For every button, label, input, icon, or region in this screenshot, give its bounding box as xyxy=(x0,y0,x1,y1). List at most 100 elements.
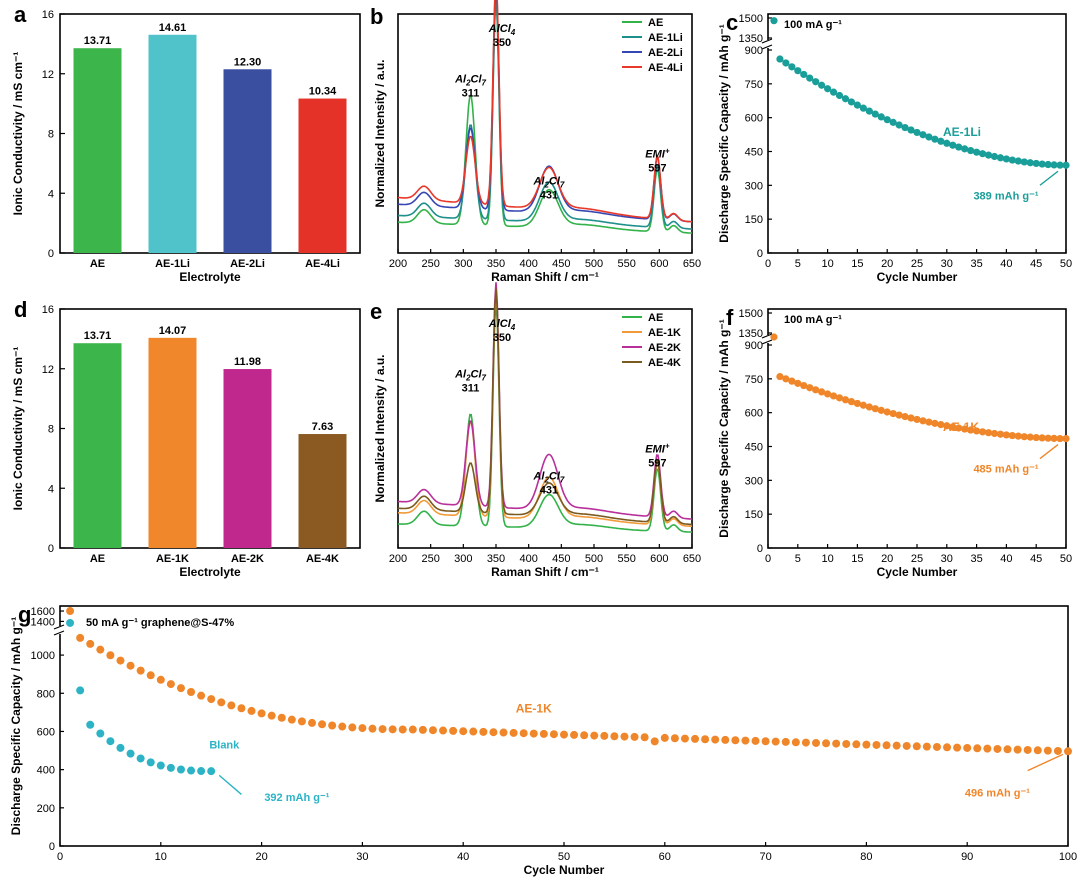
x-tick-label-b: 650 xyxy=(683,258,701,270)
data-point-f xyxy=(1062,435,1070,443)
y-tick-label-c: 600 xyxy=(745,113,763,125)
data-point-g-ae1k xyxy=(993,744,1002,753)
x-tick-label-c: 35 xyxy=(970,258,982,270)
y-tick-label-g: 200 xyxy=(37,803,55,815)
data-point-g-ae1k xyxy=(287,715,296,724)
data-point-g-ae1k xyxy=(86,639,95,648)
data-point-f xyxy=(984,429,993,437)
data-point-c xyxy=(913,128,921,137)
data-point-g-ae1k xyxy=(620,732,629,741)
x-tick-label-d: AE-4K xyxy=(306,553,339,565)
data-point-g-ae1k xyxy=(96,645,105,654)
annotation-pos-e: 597 xyxy=(648,457,666,469)
annotation-subscript: 2 xyxy=(543,475,549,484)
data-point-g-blank xyxy=(197,767,206,776)
data-point-c xyxy=(996,154,1005,162)
data-point-c xyxy=(1038,160,1046,168)
data-point-c xyxy=(1002,155,1011,163)
data-point-g-ae1k xyxy=(680,734,689,743)
annotation-text: AlCl xyxy=(488,318,512,330)
data-point-c xyxy=(806,74,814,82)
x-tick-label-e: 400 xyxy=(519,553,537,565)
annotation-text: EMI xyxy=(645,443,666,455)
data-point-f xyxy=(919,417,927,425)
axis-break-mark-f xyxy=(761,333,773,339)
data-point-g-ae1k xyxy=(418,725,427,734)
y-tick-label-c: 1500 xyxy=(739,13,763,25)
data-point-g-ae1k xyxy=(1043,746,1052,755)
panel-label-e: e xyxy=(370,299,382,324)
end-arrow-f xyxy=(1039,444,1059,460)
x-tick-label-a: AE-4Li xyxy=(305,258,340,270)
legend-label-e: AE-4K xyxy=(648,357,681,369)
annotation-alcl4-b: AlCl4 xyxy=(488,23,516,37)
data-point-g-ae1k xyxy=(479,727,488,736)
data-point-g-ae1k xyxy=(207,695,216,704)
y-tick-label-g: 800 xyxy=(37,688,55,700)
data-point-g-ae1k xyxy=(66,607,75,616)
data-point-c xyxy=(829,88,838,96)
y-tick-label-a: 4 xyxy=(48,188,54,200)
x-tick-label-g: 40 xyxy=(457,851,469,863)
annotation-pos-b: 350 xyxy=(493,37,511,49)
data-point-c xyxy=(973,148,981,156)
y-tick-label-c: 450 xyxy=(745,147,763,159)
data-point-g-ae1k xyxy=(227,701,236,710)
data-point-f xyxy=(1056,434,1064,443)
axis-break-mark-c xyxy=(761,44,773,50)
annotation-superscript: + xyxy=(665,441,670,450)
annotation-text: EMI xyxy=(645,148,666,160)
x-tick-label-c: 30 xyxy=(941,258,953,270)
data-point-c xyxy=(794,67,802,75)
data-point-c xyxy=(835,91,844,100)
data-point-c xyxy=(931,135,939,143)
bar-a-AE xyxy=(73,48,122,253)
data-point-f xyxy=(901,412,909,421)
data-point-g-ae1k xyxy=(640,733,649,742)
data-point-g-ae1k xyxy=(146,671,155,680)
x-axis-label-a: Electrolyte xyxy=(179,270,241,284)
data-point-g-ae1k xyxy=(701,735,710,744)
y-tick-label-c: 1350 xyxy=(739,33,763,45)
data-point-c xyxy=(1020,158,1028,166)
x-tick-label-e: 350 xyxy=(487,553,505,565)
y-tick-label-c: 0 xyxy=(757,248,763,260)
x-tick-label-g: 30 xyxy=(356,851,368,863)
data-point-f xyxy=(877,406,885,414)
y-tick-label-c: 150 xyxy=(745,214,763,226)
data-point-f xyxy=(824,390,832,398)
legend-label-e: AE xyxy=(648,312,663,324)
data-point-g-ae1k xyxy=(277,713,286,722)
data-point-c xyxy=(937,137,945,145)
y-tick-label-d: 4 xyxy=(48,483,54,495)
axis-break-mark-f xyxy=(761,339,773,345)
data-point-f xyxy=(788,377,796,385)
y-tick-label-f: 750 xyxy=(745,374,763,386)
plot-frame-f xyxy=(767,308,1067,549)
data-point-g-ae1k xyxy=(126,661,135,670)
data-point-c xyxy=(841,95,850,103)
data-point-g-ae1k xyxy=(136,666,145,675)
data-point-g-ae1k xyxy=(751,736,760,745)
panel-label-c: c xyxy=(726,10,738,35)
x-tick-label-c: 20 xyxy=(881,258,893,270)
x-axis-label-d: Electrolyte xyxy=(179,565,241,579)
data-point-c xyxy=(901,123,909,132)
x-axis-label-f: Cycle Number xyxy=(877,565,958,579)
y-tick-label-a: 16 xyxy=(42,9,54,21)
data-point-c xyxy=(955,143,963,151)
data-point-g-blank xyxy=(86,720,95,729)
data-point-f xyxy=(1014,432,1022,440)
x-tick-label-f: 35 xyxy=(970,553,982,565)
data-point-g-ae1k xyxy=(1033,746,1042,755)
data-point-g-ae1k xyxy=(882,741,891,750)
annotation-pos-b: 431 xyxy=(540,189,558,201)
data-point-f xyxy=(889,409,897,418)
data-point-g-blank xyxy=(146,758,155,767)
data-point-g-blank xyxy=(76,686,85,695)
x-tick-label-b: 350 xyxy=(487,258,505,270)
legend-label-b: AE-1Li xyxy=(648,32,683,44)
data-point-g-ae1k xyxy=(932,742,941,751)
data-point-g-ae1k xyxy=(459,727,468,736)
x-tick-label-f: 0 xyxy=(765,553,771,565)
